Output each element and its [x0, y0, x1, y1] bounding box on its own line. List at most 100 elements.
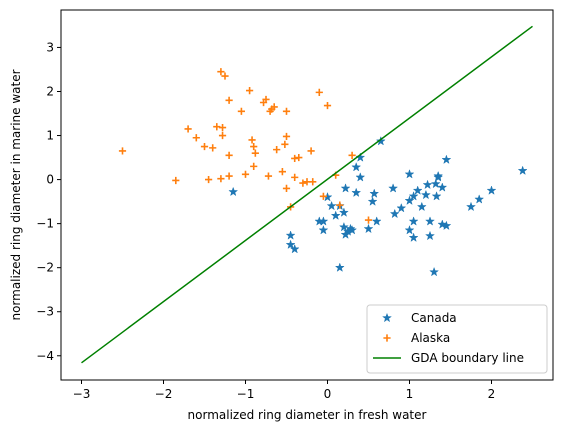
alaska-point [184, 125, 192, 133]
canada-point [408, 232, 419, 242]
canada-point [355, 152, 366, 162]
alaska-point [221, 72, 229, 80]
canada-point [474, 194, 485, 204]
canada-point [371, 216, 382, 226]
y-tick-label: 3 [46, 40, 54, 54]
alaska-point [237, 107, 245, 115]
y-axis-label: normalized ring diameter in marine water [9, 69, 23, 320]
alaska-point [251, 149, 259, 157]
canada-point [340, 183, 351, 193]
canada-point [340, 229, 351, 239]
alaska-point [348, 151, 356, 159]
alaska-point [282, 107, 291, 115]
alaska-point [209, 144, 217, 152]
alaska-point [336, 201, 344, 209]
canada-point [289, 243, 300, 254]
y-tick-label: −4 [36, 349, 54, 363]
alaska-point [250, 162, 258, 170]
alaska-point [264, 172, 273, 180]
alaska-point [273, 146, 281, 154]
canada-point [338, 207, 349, 217]
alaska-point [364, 216, 373, 224]
alaska-point [218, 124, 227, 132]
canada-point [408, 216, 419, 226]
canada-point [486, 185, 497, 195]
canada-point [433, 172, 444, 182]
canada-point [285, 239, 296, 250]
canada-point [441, 154, 452, 165]
canada-point [424, 230, 436, 241]
x-tick-label: −2 [155, 387, 173, 401]
alaska-point [281, 140, 289, 148]
legend-canada-label: Canada [411, 311, 457, 325]
gda-boundary-line-line [81, 25, 533, 364]
canada-point [420, 189, 431, 200]
legend-box [366, 304, 548, 374]
canada-point [318, 216, 329, 226]
alaska-point [250, 142, 258, 151]
alaska-point [323, 101, 332, 110]
canada-point [363, 223, 374, 234]
canada-point [338, 221, 349, 232]
canada-point [367, 196, 378, 206]
y-tick-label: 1 [46, 129, 54, 143]
canada-point [351, 161, 362, 172]
alaska-point [319, 192, 327, 200]
canada-point [437, 219, 448, 229]
alaska-point [246, 87, 254, 95]
canada-point [416, 201, 427, 212]
y-tick-label: 2 [46, 84, 54, 98]
canada-point [330, 210, 341, 220]
canada-point [318, 224, 329, 235]
x-tick-label: 2 [488, 387, 496, 401]
alaska-point [241, 170, 250, 178]
plot-marks [81, 25, 533, 364]
x-tick-label: 0 [324, 387, 332, 401]
y-tick-label: 0 [46, 173, 54, 187]
x-tick-label: −3 [73, 387, 91, 401]
alaska-point [307, 147, 315, 155]
canada-point [228, 186, 239, 197]
alaska-point [217, 68, 225, 76]
alaska-point [217, 175, 225, 183]
alaska-point [315, 88, 323, 96]
canada-point [388, 183, 399, 193]
alaska-point [205, 175, 213, 184]
alaska-point [192, 134, 200, 142]
y-tick-label: −2 [36, 261, 54, 275]
alaska-point [262, 95, 270, 104]
alaska-point [299, 179, 307, 187]
alaska-point [218, 131, 227, 140]
canada-point [389, 208, 400, 219]
alaska-point [282, 184, 291, 192]
canada-point [424, 216, 436, 226]
canada-point [355, 172, 366, 182]
canada-point [375, 135, 386, 146]
x-axis-label: normalized ring diameter in fresh water [188, 408, 427, 422]
alaska-point [248, 136, 256, 144]
axis-ticks: −3 −2 −1 0 1 2 −4 −3 −2 −1 0 1 2 3 [36, 40, 495, 401]
canada-point [396, 202, 407, 213]
alaska-point [172, 176, 180, 185]
canada-point [326, 200, 337, 211]
canada-point [408, 191, 419, 201]
alaska-point [282, 132, 291, 141]
canada-point [430, 178, 441, 189]
y-tick-label: −3 [36, 305, 54, 319]
canada-point [431, 191, 442, 201]
legend-alaska-label: Alaska [411, 331, 450, 345]
axes-frame [60, 9, 554, 381]
x-tick-label: −1 [237, 387, 255, 401]
legend: Canada Alaska GDA boundary line [366, 304, 548, 374]
x-tick-label: 1 [406, 387, 414, 401]
canada-point [404, 224, 415, 235]
alaska-point [200, 142, 209, 151]
alaska-point [225, 96, 233, 104]
canada-point [465, 201, 477, 212]
legend-gda-boundary-line-label: GDA boundary line [411, 351, 524, 365]
alaska-point [270, 103, 278, 111]
canada-point [412, 185, 423, 195]
alaska-point [213, 123, 221, 131]
y-tick-label: −1 [36, 217, 54, 231]
